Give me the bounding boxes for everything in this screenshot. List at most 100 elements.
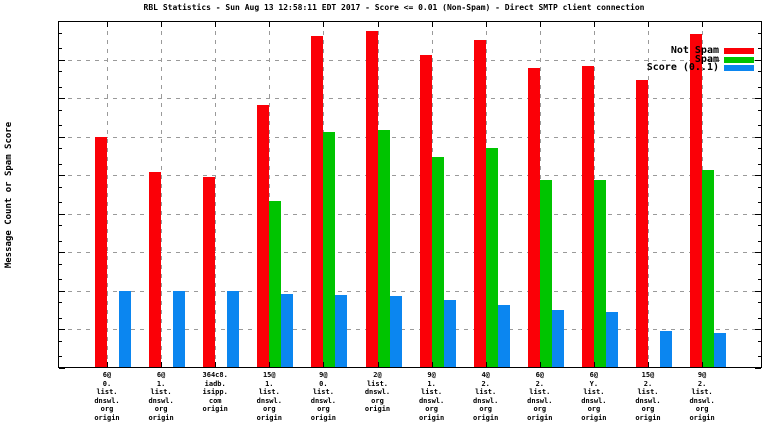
bar-not-spam [311, 35, 324, 368]
gridline-horizontal [59, 175, 761, 177]
gridline-horizontal [59, 329, 761, 331]
x-tick-top [269, 22, 271, 27]
y-minor-tick-left [59, 186, 62, 188]
y-major-tick-left [59, 98, 65, 100]
gridline-horizontal [59, 136, 761, 138]
bar-score-0-1- [281, 293, 294, 368]
y-minor-tick-right [758, 279, 761, 281]
y-minor-tick-left [59, 109, 62, 111]
legend-item: Spam [647, 53, 754, 65]
x-tick-top [702, 22, 704, 27]
y-major-tick-left [59, 290, 65, 292]
bar-not-spam [257, 104, 270, 368]
y-minor-tick-left [59, 86, 62, 88]
bar-score-0-1- [389, 296, 402, 368]
x-tick-bottom [269, 362, 271, 367]
x-axis-label: 9@ 0. list. dnswl. org origin [310, 371, 337, 422]
x-tick-bottom [593, 362, 595, 367]
bar-spam [377, 130, 390, 368]
y-minor-tick-right [758, 302, 761, 304]
x-tick-bottom [431, 362, 433, 367]
bar-score-0-1- [551, 310, 564, 368]
y-minor-tick-right [758, 148, 761, 150]
bar-spam [702, 169, 715, 368]
y-major-tick-right [755, 98, 761, 100]
legend-item: Not Spam [647, 45, 754, 56]
bar-not-spam [365, 30, 378, 368]
gridline-horizontal [59, 98, 761, 100]
bar-spam [539, 180, 552, 368]
x-axis-label: 2@ list. dnswl. org origin [364, 371, 391, 414]
y-minor-tick-right [758, 356, 761, 358]
y-minor-tick-right [758, 240, 761, 242]
y-minor-tick-left [59, 263, 62, 265]
gridline-vertical [269, 22, 271, 367]
y-minor-tick-left [59, 148, 62, 150]
y-major-tick-left [59, 213, 65, 215]
bar-score-0-1- [335, 294, 348, 368]
legend-swatch [724, 56, 754, 63]
y-minor-tick-left [59, 317, 62, 319]
x-tick-top [593, 22, 595, 27]
bar-score-0-1- [443, 300, 456, 368]
y-minor-tick-left [59, 279, 62, 281]
legend-item: Score (0..1) [646, 62, 754, 74]
gridline-horizontal [59, 290, 761, 292]
x-axis-label: 6@ 0. list. dnswl. org origin [94, 371, 120, 422]
bar-score-0-1- [714, 333, 727, 368]
legend-label: Spam [694, 53, 719, 65]
gridline-vertical [107, 22, 108, 367]
bar-score-0-1- [119, 290, 131, 368]
gridline-horizontal [59, 59, 761, 61]
y-major-tick-right [755, 290, 761, 292]
y-minor-tick-right [758, 263, 761, 265]
x-tick-bottom [377, 362, 379, 367]
gridline-vertical [215, 22, 217, 367]
bar-not-spam [149, 172, 162, 368]
y-minor-tick-right [758, 225, 761, 227]
y-major-tick-left [59, 21, 65, 22]
bar-score-0-1- [173, 290, 186, 368]
bar-spam [593, 180, 606, 368]
bar-not-spam [95, 136, 107, 368]
x-axis-label: 15@ 2. list. dnswl. org origin [635, 371, 661, 422]
y-major-tick-right [755, 329, 761, 331]
x-axis-label: 15@ 1. list. dnswl. org origin [256, 371, 282, 422]
x-tick-bottom [648, 362, 649, 367]
y-minor-tick-left [59, 202, 62, 204]
legend-label: Not Spam [670, 45, 719, 56]
y-minor-tick-right [758, 86, 761, 88]
y-minor-tick-right [758, 341, 761, 343]
bar-score-0-1- [605, 311, 618, 368]
x-tick-bottom [161, 362, 163, 367]
x-tick-top [377, 22, 379, 27]
bar-not-spam [473, 39, 486, 368]
legend-label: Score (0..1) [646, 62, 719, 74]
y-major-tick-left [59, 136, 65, 138]
x-axis-label: 6@ 1. list. dnswl. org origin [148, 371, 174, 422]
y-minor-tick-left [59, 47, 62, 49]
y-minor-tick-right [758, 317, 761, 319]
plot-border [58, 21, 762, 368]
y-axis-title: Message Count or Spam Score [4, 121, 14, 269]
x-axis-label: 4@ 2. list. dnswl. org origin [473, 371, 499, 422]
x-axis-label: 6@ Y. list. dnswl. org origin [581, 371, 607, 422]
gridline-horizontal [59, 252, 761, 254]
y-minor-tick-left [59, 341, 62, 343]
y-minor-tick-left [59, 32, 62, 34]
legend-swatch [724, 48, 754, 55]
y-major-tick-left [59, 252, 65, 254]
y-minor-tick-right [758, 163, 761, 165]
x-tick-bottom [323, 362, 325, 367]
x-tick-top [323, 22, 325, 27]
y-minor-tick-right [758, 32, 761, 34]
y-major-tick-right [755, 368, 761, 369]
bar-not-spam [636, 79, 648, 368]
plot-area: Not Spam Spam Score (0..1) [58, 21, 762, 369]
y-minor-tick-left [59, 225, 62, 227]
bar-not-spam [203, 176, 216, 368]
y-minor-tick-left [59, 356, 62, 358]
x-axis-label: 9@ 2. list. dnswl. org origin [689, 371, 715, 422]
x-tick-top [539, 22, 541, 27]
